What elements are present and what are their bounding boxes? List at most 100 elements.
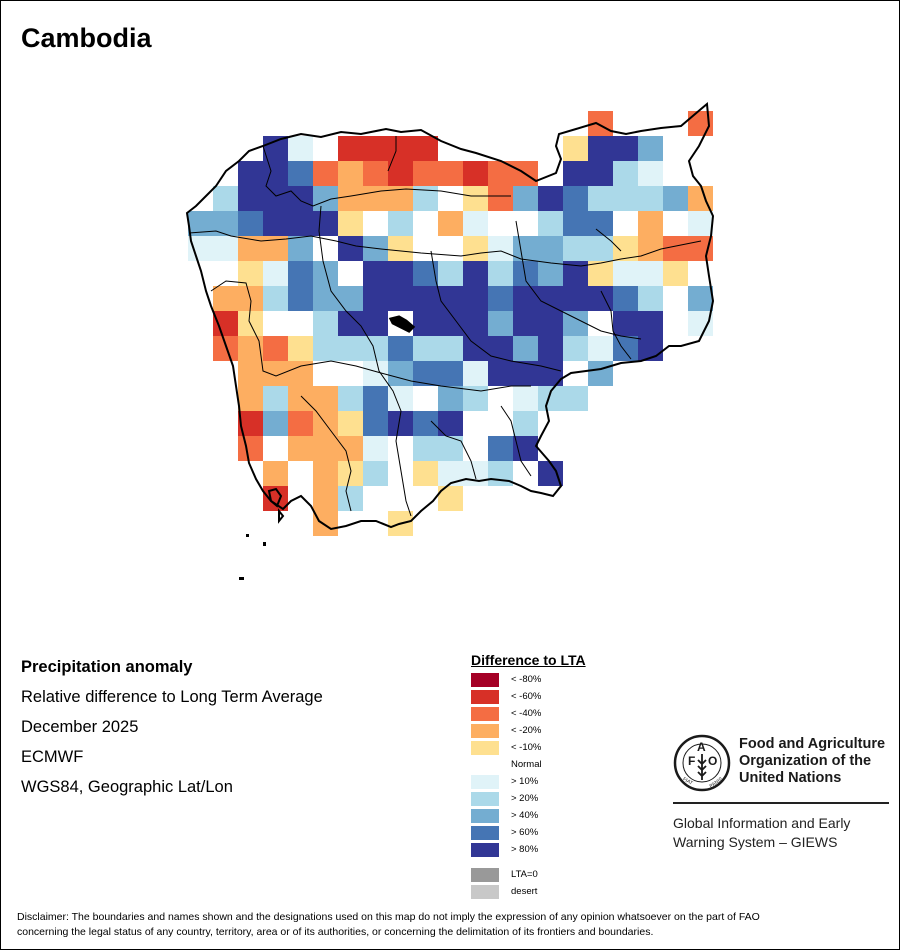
grid-cell-gt_40 (288, 236, 313, 261)
info-heading: Precipitation anomaly (21, 658, 193, 676)
grid-cell-gt_10 (638, 261, 663, 286)
grid-cell-gt_80 (513, 286, 538, 311)
grid-cell-normal (663, 286, 688, 311)
grid-cell-lt_-10 (463, 186, 488, 211)
grid-cell-gt_80 (488, 336, 513, 361)
giews-line-2: Warning System – GIEWS (673, 834, 838, 850)
grid-cell-lt_-10 (238, 261, 263, 286)
grid-cell-lt_-20 (338, 436, 363, 461)
legend-item: < -60% (471, 689, 611, 706)
grid-cell-gt_40 (513, 336, 538, 361)
legend-swatch (471, 775, 499, 789)
grid-cell-gt_10 (488, 236, 513, 261)
grid-cell-gt_80 (463, 336, 488, 361)
grid-cell-lt_-10 (388, 236, 413, 261)
island (239, 577, 244, 580)
grid-cell-gt_20 (263, 386, 288, 411)
grid-cell-lt_-20 (638, 236, 663, 261)
giews-line-1: Global Information and Early (673, 815, 851, 831)
grid-cell-lt_-40 (363, 161, 388, 186)
grid-cell-gt_80 (538, 336, 563, 361)
legend-label: > 40% (511, 810, 539, 821)
legend-swatch (471, 741, 499, 755)
grid-cell-gt_60 (413, 411, 438, 436)
grid-cell-gt_80 (563, 286, 588, 311)
grid-cell-gt_60 (363, 411, 388, 436)
grid-cell-gt_20 (413, 436, 438, 461)
grid-cell-gt_10 (638, 161, 663, 186)
grid-cell-lt_-20 (288, 386, 313, 411)
grid-cell-gt_20 (338, 336, 363, 361)
grid-cell-gt_80 (363, 311, 388, 336)
legend-label: < -20% (511, 725, 542, 736)
grid-cell-gt_80 (338, 311, 363, 336)
legend-item: < -20% (471, 723, 611, 740)
grid-cell-gt_20 (363, 461, 388, 486)
grid-cell-gt_60 (238, 211, 263, 236)
legend-swatch (471, 809, 499, 823)
grid-cell-gt_20 (588, 186, 613, 211)
grid-cell-gt_80 (363, 286, 388, 311)
grid-cell-lt_-10 (288, 336, 313, 361)
grid-cell-gt_80 (238, 186, 263, 211)
grid-cell-normal (663, 211, 688, 236)
grid-cell-gt_80 (313, 211, 338, 236)
grid-cell-gt_40 (338, 286, 363, 311)
grid-cell-lt_-60 (338, 136, 363, 161)
province-border (595, 228, 632, 360)
grid-cell-gt_40 (488, 311, 513, 336)
grid-cell-lt_-60 (463, 161, 488, 186)
legend-swatch (471, 868, 499, 882)
logo-divider (673, 802, 889, 804)
disclaimer-line-1: Disclaimer: The boundaries and names sho… (17, 911, 760, 923)
grid-cell-gt_10 (263, 261, 288, 286)
grid-cell-lt_-60 (388, 161, 413, 186)
grid-cell-gt_80 (613, 136, 638, 161)
legend-label: < -60% (511, 691, 542, 702)
grid-cell-lt_-10 (563, 136, 588, 161)
legend-extra-items: LTA=0 desert (471, 867, 611, 901)
grid-cell-normal (313, 236, 338, 261)
grid-cell-gt_40 (588, 361, 613, 386)
grid-cell-gt_60 (513, 261, 538, 286)
grid-cell-gt_40 (538, 261, 563, 286)
grid-cell-gt_20 (313, 311, 338, 336)
grid-cell-lt_-20 (313, 436, 338, 461)
grid-cell-gt_80 (238, 161, 263, 186)
grid-cell-gt_20 (413, 336, 438, 361)
grid-cell-gt_40 (438, 386, 463, 411)
giews-name: Global Information and Early Warning Sys… (673, 814, 850, 852)
grid-cell-gt_40 (563, 311, 588, 336)
grid-cell-gt_80 (413, 286, 438, 311)
info-description: Relative difference to Long Term Average (21, 688, 323, 706)
grid-cell-normal (263, 436, 288, 461)
grid-cell-gt_60 (488, 436, 513, 461)
grid-cell-lt_-60 (388, 136, 413, 161)
grid-cell-normal (363, 211, 388, 236)
grid-cell-normal (313, 361, 338, 386)
province-border (210, 280, 531, 392)
grid-cell-gt_60 (288, 161, 313, 186)
grid-cell-gt_60 (563, 211, 588, 236)
grid-cell-gt_20 (213, 186, 238, 211)
grid-cell-gt_20 (588, 236, 613, 261)
island (263, 542, 266, 546)
grid-cell-gt_10 (613, 261, 638, 286)
legend-label: < -10% (511, 742, 542, 753)
grid-cell-gt_20 (438, 436, 463, 461)
grid-cell-gt_40 (388, 361, 413, 386)
grid-cell-normal (613, 211, 638, 236)
grid-cell-lt_-60 (213, 311, 238, 336)
grid-cell-lt_-20 (238, 386, 263, 411)
coastline-island (267, 487, 283, 508)
grid-cell-gt_80 (463, 261, 488, 286)
grid-cell-normal (513, 461, 538, 486)
grid-cell-gt_80 (513, 436, 538, 461)
map-info-block: Precipitation anomaly Relative differenc… (21, 656, 323, 806)
grid-cell-lt_-20 (638, 211, 663, 236)
province-border (188, 230, 702, 267)
grid-cell-gt_20 (563, 386, 588, 411)
legend-item: > 20% (471, 791, 611, 808)
grid-cell-gt_80 (488, 361, 513, 386)
info-projection: WGS84, Geographic Lat/Lon (21, 778, 233, 796)
